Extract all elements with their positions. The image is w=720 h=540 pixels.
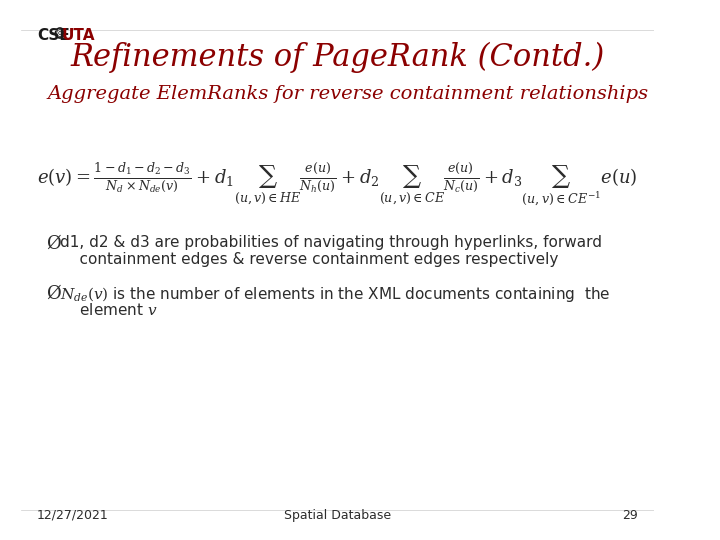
Text: d1, d2 & d3 are probabilities of navigating through hyperlinks, forward: d1, d2 & d3 are probabilities of navigat… <box>60 235 602 250</box>
Text: UTA: UTA <box>62 28 95 43</box>
Text: Aggregate ElemRanks for reverse containment relationships: Aggregate ElemRanks for reverse containm… <box>48 85 649 103</box>
Text: $e(v) = \frac{1 - d_1 - d_2 - d_3}{N_d \times N_{de}(v)} + d_1 \sum_{\substack{(: $e(v) = \frac{1 - d_1 - d_2 - d_3}{N_d \… <box>37 160 638 208</box>
Text: @: @ <box>55 28 64 37</box>
Text: CSE: CSE <box>37 28 70 43</box>
Text: element $v$: element $v$ <box>60 302 158 318</box>
Text: $N_{de}(v)$ is the number of elements in the XML documents containing  the: $N_{de}(v)$ is the number of elements in… <box>60 285 611 304</box>
Text: Refinements of PageRank (Contd.): Refinements of PageRank (Contd.) <box>71 42 605 73</box>
Text: Ø: Ø <box>46 285 60 303</box>
Text: Ø: Ø <box>46 235 60 253</box>
Text: 12/27/2021: 12/27/2021 <box>37 509 109 522</box>
Text: containment edges & reverse containment edges respectively: containment edges & reverse containment … <box>60 252 558 267</box>
Text: Spatial Database: Spatial Database <box>284 509 391 522</box>
Text: 29: 29 <box>622 509 638 522</box>
